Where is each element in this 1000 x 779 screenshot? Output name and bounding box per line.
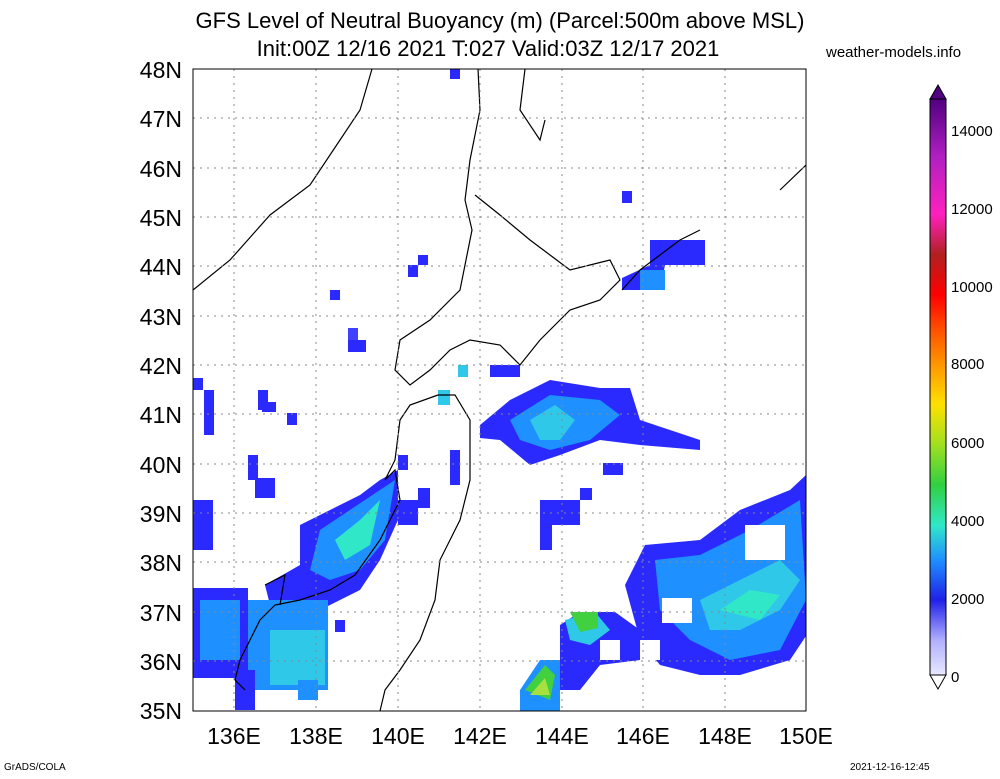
lon-label: 146E: [616, 723, 670, 749]
lat-label: 40N: [139, 452, 182, 478]
graticule: [193, 69, 806, 711]
software-credit: GrADS/COLA: [4, 762, 66, 773]
lon-label: 136E: [207, 723, 261, 749]
lat-label: 42N: [139, 353, 182, 379]
lat-label: 45N: [139, 205, 182, 231]
lat-label: 48N: [139, 57, 182, 83]
lat-label: 37N: [139, 600, 182, 626]
lon-label: 150E: [779, 723, 833, 749]
lon-label: 140E: [371, 723, 425, 749]
colorbar-label: 12000: [951, 201, 993, 218]
colorbar-label: 10000: [951, 279, 993, 296]
lat-label: 44N: [139, 254, 182, 280]
colorbar: [929, 83, 947, 691]
plot-frame: [192, 68, 807, 712]
colorbar-label: 0: [951, 669, 960, 686]
map-title: GFS Level of Neutral Buoyancy (m) (Parce…: [195, 8, 805, 33]
colorbar-label: 4000: [951, 513, 985, 530]
lat-label: 38N: [139, 550, 182, 576]
lon-label: 144E: [535, 723, 589, 749]
colorbar-label: 6000: [951, 435, 985, 452]
lat-label: 35N: [139, 698, 182, 724]
lat-label: 36N: [139, 649, 182, 675]
site-credit: weather-models.info: [826, 44, 962, 61]
lat-label: 41N: [139, 402, 182, 428]
lon-label: 142E: [453, 723, 507, 749]
lat-label: 47N: [139, 106, 182, 132]
lat-label: 43N: [139, 304, 182, 330]
map-subtitle: Init:00Z 12/16 2021 T:027 Valid:03Z 12/1…: [256, 36, 720, 61]
buoyancy-shading: [193, 69, 806, 711]
colorbar-label: 2000: [951, 591, 985, 608]
colorbar-label: 14000: [951, 123, 993, 140]
coastlines: [193, 69, 806, 711]
lon-label: 148E: [698, 723, 752, 749]
lon-label: 138E: [289, 723, 343, 749]
timestamp: 2021-12-16-12:45: [850, 762, 930, 773]
colorbar-label: 8000: [951, 356, 985, 373]
lat-label: 39N: [139, 501, 182, 527]
lat-label: 46N: [139, 156, 182, 182]
